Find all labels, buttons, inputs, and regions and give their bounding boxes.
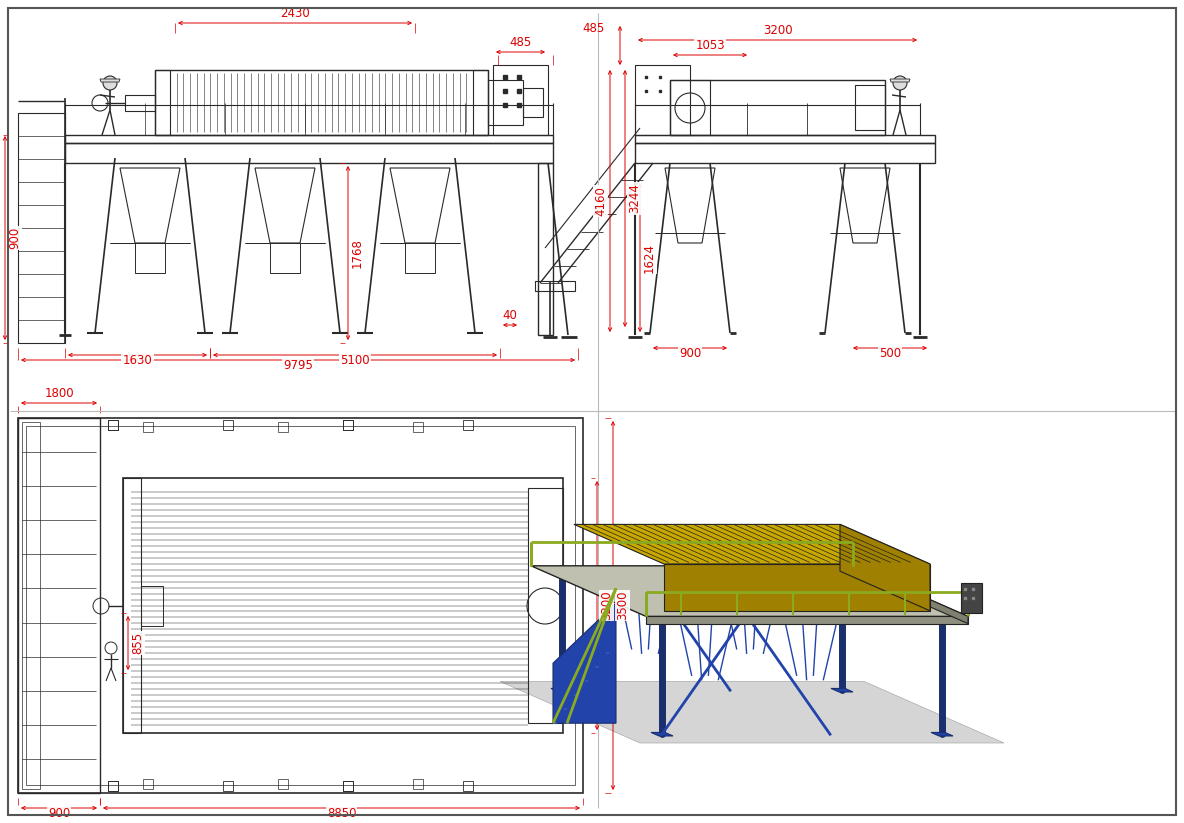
Bar bbox=[223, 420, 233, 430]
Text: 900: 900 bbox=[678, 347, 701, 360]
Bar bbox=[270, 243, 300, 273]
Bar bbox=[143, 779, 153, 789]
Text: 1624: 1624 bbox=[643, 243, 656, 272]
Bar bbox=[108, 781, 118, 791]
Bar bbox=[855, 85, 884, 130]
Text: 4160: 4160 bbox=[594, 186, 607, 216]
Polygon shape bbox=[551, 689, 573, 692]
Text: 3244: 3244 bbox=[628, 184, 641, 213]
Bar bbox=[413, 422, 423, 432]
Bar bbox=[108, 420, 118, 430]
Bar bbox=[65, 135, 553, 143]
Bar bbox=[108, 781, 118, 791]
Bar bbox=[343, 781, 353, 791]
Text: 485: 485 bbox=[583, 21, 605, 35]
Bar bbox=[135, 243, 165, 273]
Polygon shape bbox=[574, 524, 929, 564]
Polygon shape bbox=[961, 584, 982, 613]
Bar bbox=[123, 478, 141, 733]
Text: 485: 485 bbox=[509, 36, 532, 49]
Bar bbox=[488, 80, 523, 125]
Bar bbox=[635, 135, 935, 143]
Bar bbox=[528, 488, 564, 723]
Bar bbox=[523, 88, 543, 117]
Bar bbox=[141, 586, 163, 626]
Bar bbox=[108, 420, 118, 430]
Bar bbox=[635, 65, 690, 135]
Text: 1768: 1768 bbox=[350, 238, 363, 268]
Bar bbox=[413, 779, 423, 789]
Bar bbox=[155, 70, 170, 135]
Bar bbox=[123, 478, 564, 733]
Bar bbox=[278, 422, 288, 432]
Circle shape bbox=[893, 76, 907, 90]
Text: 3500: 3500 bbox=[616, 591, 629, 621]
Bar bbox=[343, 781, 353, 791]
Bar bbox=[535, 281, 575, 291]
Bar bbox=[18, 113, 65, 343]
Bar bbox=[670, 80, 710, 135]
Polygon shape bbox=[852, 565, 969, 624]
Text: 1630: 1630 bbox=[123, 354, 153, 367]
Text: 900: 900 bbox=[47, 807, 70, 820]
Bar bbox=[22, 422, 40, 789]
Bar bbox=[670, 80, 884, 135]
Bar bbox=[635, 143, 935, 163]
Bar bbox=[26, 426, 575, 785]
Bar bbox=[472, 70, 488, 135]
Text: 3200: 3200 bbox=[600, 591, 613, 621]
Bar bbox=[463, 420, 472, 430]
Bar bbox=[65, 143, 553, 163]
Polygon shape bbox=[530, 565, 969, 616]
Text: 40: 40 bbox=[502, 309, 517, 322]
Polygon shape bbox=[839, 524, 929, 611]
Text: 1053: 1053 bbox=[695, 39, 725, 52]
Text: 2430: 2430 bbox=[281, 7, 310, 20]
Polygon shape bbox=[553, 603, 616, 723]
Bar bbox=[18, 418, 583, 793]
Polygon shape bbox=[99, 79, 120, 82]
Bar bbox=[155, 70, 488, 135]
Polygon shape bbox=[664, 564, 929, 611]
Text: 8850: 8850 bbox=[327, 807, 356, 820]
Polygon shape bbox=[931, 732, 953, 736]
Bar bbox=[343, 420, 353, 430]
Bar bbox=[405, 243, 435, 273]
Bar bbox=[126, 95, 155, 111]
Polygon shape bbox=[646, 616, 969, 624]
Polygon shape bbox=[651, 732, 673, 736]
Bar bbox=[223, 781, 233, 791]
Polygon shape bbox=[500, 681, 1004, 743]
Text: 855: 855 bbox=[131, 632, 144, 654]
Polygon shape bbox=[890, 79, 910, 82]
Text: 900: 900 bbox=[8, 227, 21, 249]
Bar bbox=[538, 163, 553, 335]
Bar bbox=[143, 422, 153, 432]
Circle shape bbox=[103, 76, 117, 90]
Bar bbox=[343, 420, 353, 430]
Bar bbox=[18, 418, 99, 793]
Text: 5100: 5100 bbox=[340, 354, 369, 367]
Text: 1800: 1800 bbox=[44, 387, 73, 400]
Text: 9795: 9795 bbox=[283, 359, 313, 372]
Text: 500: 500 bbox=[879, 347, 901, 360]
Bar bbox=[493, 65, 548, 135]
Polygon shape bbox=[831, 689, 852, 692]
Text: 3200: 3200 bbox=[762, 24, 792, 37]
Bar bbox=[463, 781, 472, 791]
Bar bbox=[278, 779, 288, 789]
